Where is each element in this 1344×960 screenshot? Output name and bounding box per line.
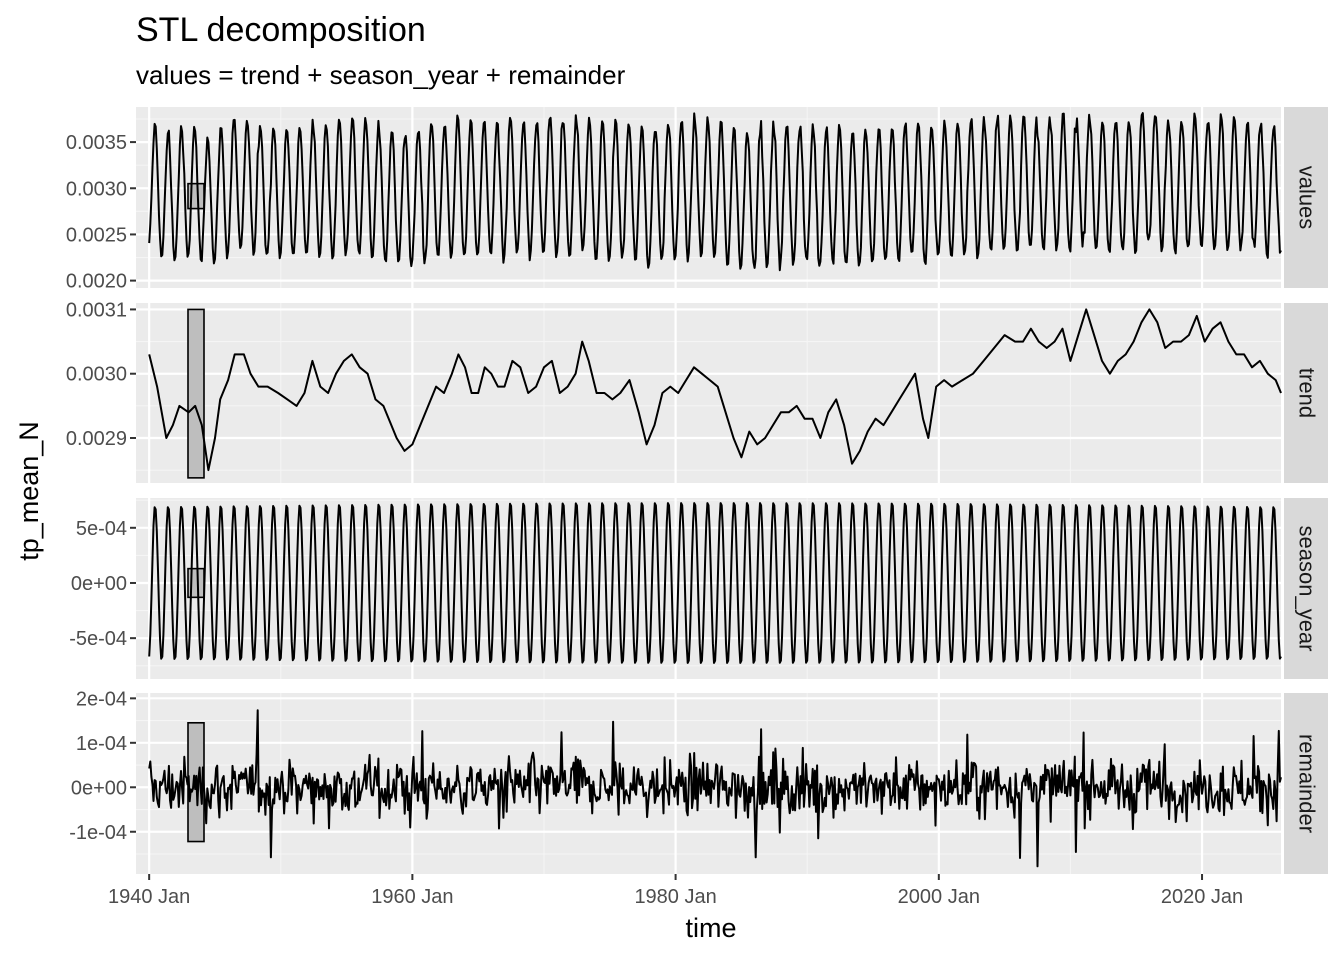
- y-tick-label: 0.0025: [66, 224, 127, 246]
- y-tick-label: 0e+00: [71, 777, 127, 799]
- panel-season_year: -5e-04 0e+00 5e-04 season_year: [69, 498, 1328, 679]
- strip-label-season_year: season_year: [1295, 526, 1320, 652]
- y-tick-label: 0.0031: [66, 299, 127, 321]
- scale-bar: [187, 308, 205, 479]
- y-tick-label: 1e-04: [76, 733, 127, 755]
- strip-background: [1284, 303, 1328, 483]
- panel-trend: 0.0029 0.0030 0.0031 trend: [66, 299, 1328, 483]
- strip-label-remainder: remainder: [1295, 734, 1320, 833]
- panels-group: 0.00200.00250.00300.0035values0.00290.00…: [66, 107, 1328, 874]
- strip-label-trend: trend: [1295, 368, 1320, 418]
- y-tick-label: 5e-04: [76, 518, 127, 540]
- chart-subtitle: values = trend + season_year + remainder: [136, 60, 626, 90]
- panel-background: [136, 303, 1281, 483]
- y-tick-label: 0.0035: [66, 132, 127, 154]
- y-tick-label: 0.0030: [66, 364, 127, 386]
- x-tick-label: 1960 Jan: [371, 886, 453, 908]
- x-tick-label: 1980 Jan: [634, 886, 716, 908]
- y-tick-label: 0.0030: [66, 178, 127, 200]
- x-tick-label: 2020 Jan: [1161, 886, 1243, 908]
- series-line-values: [148, 112, 1282, 272]
- y-tick-label: 0.0020: [66, 271, 127, 293]
- strip-background: [1284, 498, 1328, 679]
- y-axis-title: tp_mean_N: [14, 421, 44, 561]
- x-tick-label: 1940 Jan: [108, 886, 190, 908]
- strip-label-values: values: [1295, 166, 1320, 230]
- y-tick-label: -5e-04: [69, 628, 127, 650]
- x-axis-title: time: [685, 913, 736, 943]
- series-line-trend: [148, 308, 1282, 472]
- series-line-remainder: [148, 709, 1282, 868]
- x-axis: 1940 Jan 1960 Jan 1980 Jan 2000 Jan 2020 Jan: [108, 874, 1243, 908]
- chart-title: STL decomposition: [136, 11, 426, 49]
- y-tick-label: 0.0029: [66, 428, 127, 450]
- panel-values: 0.0020 0.0025 0.0030 0.0035 values: [66, 107, 1328, 293]
- y-tick-label: 2e-04: [76, 688, 127, 710]
- series-line-season_year: [148, 502, 1282, 664]
- strip-background: [1284, 107, 1328, 288]
- y-tick-label: -1e-04: [69, 822, 127, 844]
- y-tick-label: 0e+00: [71, 573, 127, 595]
- panel-remainder: -1e-04 0e+00 1e-04 2e-04 remainder: [69, 688, 1328, 874]
- x-tick-label: 2000 Jan: [898, 886, 980, 908]
- strip-background: [1284, 693, 1328, 874]
